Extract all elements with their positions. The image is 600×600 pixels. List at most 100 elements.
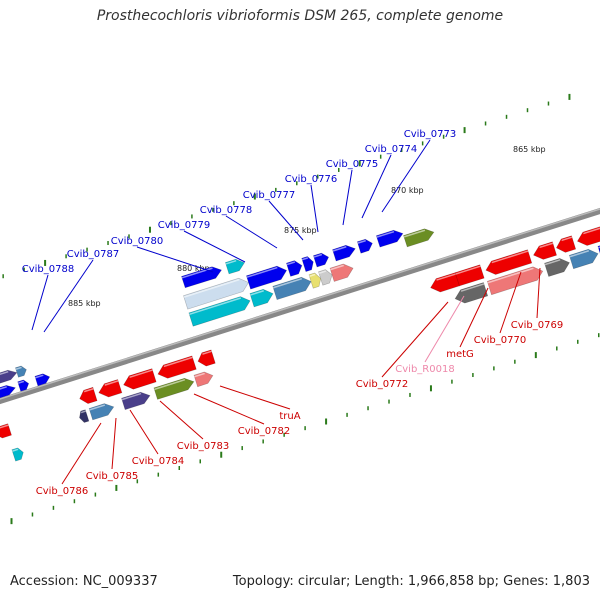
backbone-layer <box>0 207 600 405</box>
gene-arrow-shine <box>544 259 561 266</box>
gene-label-leader <box>268 200 304 241</box>
gene-label-leader <box>193 393 265 425</box>
gene-label[interactable]: Cvib_0780 <box>111 236 163 247</box>
gene-arrow-shine <box>455 265 481 275</box>
gene-label[interactable]: Cvib_0785 <box>86 471 138 482</box>
gene-label[interactable]: Cvib_0784 <box>132 456 184 467</box>
gene-arrow-shine <box>183 278 240 298</box>
tick-label: 875 kbp <box>284 226 317 235</box>
gene-label[interactable]: Cvib_0773 <box>404 129 456 140</box>
gene-label[interactable]: Cvib_0786 <box>36 486 88 497</box>
gene-label-leader <box>31 274 49 331</box>
chromosome-backbone-highlight <box>0 208 600 400</box>
gene-arrow[interactable] <box>301 256 314 272</box>
gene-label[interactable]: Cvib_R0018 <box>395 364 454 375</box>
gene-label-leader <box>183 230 246 263</box>
gene-label[interactable]: Cvib_0779 <box>158 220 210 231</box>
gene-label[interactable]: Cvib_0777 <box>243 190 295 201</box>
gene-arrow[interactable] <box>123 368 157 390</box>
gene-arrow[interactable] <box>318 269 333 286</box>
gene-arrow[interactable] <box>533 241 557 260</box>
gene-arrow-shine <box>583 227 600 235</box>
gene-arrow[interactable] <box>272 276 312 300</box>
gene-arrow[interactable] <box>188 296 251 327</box>
gene-arrow[interactable] <box>157 355 197 379</box>
gene-arrow[interactable] <box>430 272 460 293</box>
gene-label[interactable]: Cvib_0782 <box>238 426 290 437</box>
gene-arrow-shine <box>89 404 106 411</box>
gene-label[interactable]: Cvib_0787 <box>67 249 119 260</box>
gene-arrow-shine <box>318 270 327 274</box>
gene-arrow[interactable] <box>555 235 577 253</box>
gene-arrow-shine <box>286 261 296 266</box>
gene-arrow-shine <box>250 290 264 296</box>
gene-arrow[interactable] <box>79 386 98 404</box>
gene-label[interactable]: Cvib_0770 <box>474 335 526 346</box>
gene-arrow-shine <box>129 369 153 378</box>
gene-label[interactable]: metG <box>446 349 474 360</box>
gene-arrow[interactable] <box>121 391 151 410</box>
gene-arrow[interactable] <box>576 226 600 246</box>
gene-arrow[interactable] <box>0 385 16 400</box>
tick-label: 885 kbp <box>68 299 101 308</box>
gene-label-leader <box>361 154 392 219</box>
gene-arrow[interactable] <box>0 369 18 386</box>
gene-arrow-shine <box>376 230 395 238</box>
gene-arrow[interactable] <box>403 228 435 248</box>
gene-arrow[interactable] <box>308 272 322 289</box>
gene-label-leader <box>381 301 449 378</box>
map-title: Prosthecochloris vibrioformis DSM 265, c… <box>96 8 504 24</box>
gene-label[interactable]: Cvib_0774 <box>365 144 417 155</box>
gene-arrow-shine <box>194 372 205 378</box>
gene-arrow-shine <box>301 257 309 261</box>
accession-label: Accession: NC_009337 <box>10 574 158 589</box>
gene-arrow-shine <box>15 366 22 370</box>
gene-arrow-shine <box>330 264 345 271</box>
tick-label: 865 kbp <box>513 145 546 154</box>
gene-arrow[interactable] <box>246 265 288 290</box>
gene-label-leader <box>459 287 489 348</box>
gene-label-leader <box>159 400 204 440</box>
gene-label-leader <box>424 295 465 363</box>
gene-label[interactable]: truA <box>279 411 300 422</box>
gene-arrow-shine <box>154 378 186 391</box>
gene-arrow-shine <box>12 448 19 452</box>
gene-arrow-shine <box>332 246 347 252</box>
gene-arrow[interactable] <box>485 249 533 275</box>
gene-arrow-shine <box>246 266 278 278</box>
gene-arrow[interactable] <box>98 379 123 398</box>
gene-label[interactable]: Cvib_0776 <box>285 174 337 185</box>
gene-arrow-shine <box>0 424 9 429</box>
gene-arrow-shine <box>491 250 529 264</box>
gene-label-leader <box>536 267 541 319</box>
gene-arrow-shine <box>569 250 590 258</box>
gene-arrow-shine <box>357 239 366 244</box>
gene-arrow-shine <box>0 386 7 390</box>
tick-dots-layer <box>2 93 600 525</box>
gene-arrow[interactable] <box>286 260 303 277</box>
gene-label[interactable]: Cvib_0772 <box>356 379 408 390</box>
gene-label-leader <box>61 422 102 485</box>
gene-arrow-shine <box>460 283 485 292</box>
gene-arrow[interactable] <box>11 447 24 462</box>
gene-arrow-shine <box>225 259 237 265</box>
gene-label-leader <box>225 215 278 249</box>
gene-label[interactable]: Cvib_0788 <box>22 264 74 275</box>
gene-label[interactable]: Cvib_0783 <box>177 441 229 452</box>
gene-arrow-shine <box>436 273 456 281</box>
gene-arrow[interactable] <box>183 277 249 310</box>
gene-arrow-shine <box>273 277 303 289</box>
gene-arrow-shine <box>202 350 212 355</box>
gene-arrows-layer <box>0 226 600 462</box>
gene-label-leader <box>219 385 291 410</box>
gene-label-leader <box>499 271 522 334</box>
gene-arrow-shine <box>17 380 25 384</box>
gene-label-leader <box>129 409 159 455</box>
gene-label[interactable]: Cvib_0769 <box>511 320 563 331</box>
gene-arrow[interactable] <box>486 266 544 296</box>
gene-label[interactable]: Cvib_0775 <box>326 159 378 170</box>
gene-arrow-shine <box>403 229 426 238</box>
gene-arrow[interactable] <box>153 377 195 400</box>
gene-label[interactable]: Cvib_0778 <box>200 205 252 216</box>
